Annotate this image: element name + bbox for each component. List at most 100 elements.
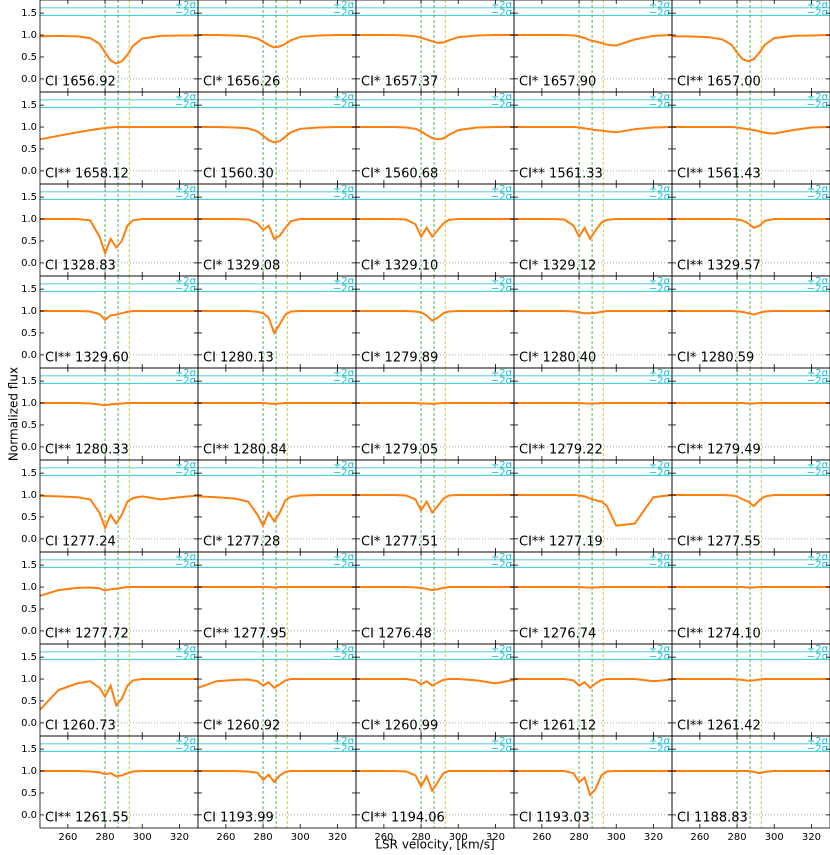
panel-label: CI** 1658.12 <box>45 167 129 182</box>
y-tick-label: 1.5 <box>21 560 37 571</box>
sigma-label: +2σ <box>333 368 355 379</box>
sigma-label: +2σ <box>807 0 829 11</box>
sigma-label: −2σ <box>175 743 197 754</box>
model-line <box>356 678 515 687</box>
model-line <box>672 126 830 135</box>
model-line <box>198 218 356 241</box>
model-line <box>40 310 198 322</box>
sigma-label: −2σ <box>649 283 671 294</box>
sigma-label: +2σ <box>491 736 513 747</box>
x-tick-label: 320 <box>644 832 663 843</box>
sigma-label: +2σ <box>175 644 197 655</box>
sigma-label: +2σ <box>175 736 197 747</box>
sigma-label: +2σ <box>175 460 197 471</box>
sigma-label: −2σ <box>175 7 197 18</box>
model-line <box>672 770 830 775</box>
panel-label: CI** 1274.10 <box>677 627 761 642</box>
panel-label: CI** 1261.42 <box>677 719 761 734</box>
sigma-label: +2σ <box>807 552 829 563</box>
model-line <box>356 770 514 794</box>
y-tick-label: 1.5 <box>21 376 37 387</box>
sigma-label: +2σ <box>491 0 513 11</box>
sigma-label: +2σ <box>333 644 355 655</box>
panel-label: CI 1260.73 <box>45 719 116 734</box>
panel-label: CI 1193.03 <box>519 811 590 826</box>
panel-label: CI 1328.83 <box>45 259 116 274</box>
sigma-label: −2σ <box>649 99 671 110</box>
sigma-label: +2σ <box>649 460 671 471</box>
sigma-label: −2σ <box>649 7 671 18</box>
x-tick-label: 300 <box>133 832 152 843</box>
x-tick-label: 260 <box>690 832 709 843</box>
x-tick-label: 280 <box>412 832 431 843</box>
y-tick-label: 1.5 <box>21 284 37 295</box>
panel-label: CI** 1277.55 <box>677 535 761 550</box>
panel-frame <box>671 735 830 829</box>
model-line <box>198 310 356 336</box>
x-tick-label: 260 <box>374 832 393 843</box>
panel-label: CI** 1561.43 <box>677 167 761 182</box>
model-line <box>672 218 830 229</box>
sigma-label: +2σ <box>333 92 355 103</box>
sigma-label: −2σ <box>807 651 829 662</box>
sigma-label: +2σ <box>807 92 829 103</box>
x-tick-label: 280 <box>254 832 273 843</box>
y-tick-label: 1.0 <box>21 214 37 225</box>
model-line <box>39 678 198 711</box>
panel-label: CI* 1279.05 <box>361 443 438 458</box>
y-tick-label: 1.5 <box>21 468 37 479</box>
sigma-label: −2σ <box>175 559 197 570</box>
sigma-label: +2σ <box>333 552 355 563</box>
sigma-label: −2σ <box>333 743 355 754</box>
sigma-label: −2σ <box>175 99 197 110</box>
model-line <box>197 678 356 690</box>
y-tick-label: 0.5 <box>21 788 37 799</box>
y-tick-label: 1.0 <box>21 766 37 777</box>
y-tick-label: 0.0 <box>21 442 37 453</box>
panel-label: CI** 1194.06 <box>361 811 445 826</box>
x-tick-label: 300 <box>291 832 310 843</box>
model-line <box>40 402 198 407</box>
sigma-label: +2σ <box>649 0 671 11</box>
y-tick-label: 1.0 <box>21 582 37 593</box>
sigma-label: +2σ <box>175 0 197 11</box>
model-line <box>40 770 198 778</box>
sigma-label: +2σ <box>491 460 513 471</box>
panel-label: CI* 1329.08 <box>203 259 280 274</box>
sigma-label: −2σ <box>491 743 513 754</box>
sigma-label: −2σ <box>807 191 829 202</box>
sigma-label: −2σ <box>807 99 829 110</box>
sigma-label: −2σ <box>491 191 513 202</box>
model-line <box>356 34 514 44</box>
model-line <box>514 494 673 527</box>
panel-label: CI** 1561.33 <box>519 167 603 182</box>
sigma-label: +2σ <box>175 552 197 563</box>
model-line <box>356 494 514 515</box>
model-line <box>198 770 356 784</box>
sigma-label: +2σ <box>649 92 671 103</box>
panel-label: CI* 1260.92 <box>203 719 280 734</box>
model-line <box>198 586 356 589</box>
panel-label: CI* 1656.26 <box>203 75 280 90</box>
sigma-label: +2σ <box>491 368 513 379</box>
sigma-label: −2σ <box>333 191 355 202</box>
sigma-label: −2σ <box>807 283 829 294</box>
sigma-label: +2σ <box>491 552 513 563</box>
model-line <box>672 678 830 682</box>
y-tick-label: 1.5 <box>21 100 37 111</box>
panel-label: CI* 1280.40 <box>519 351 596 366</box>
panel-label: CI** 1280.33 <box>45 443 129 458</box>
panel-label: CI* 1276.74 <box>519 627 596 642</box>
sigma-label: +2σ <box>491 92 513 103</box>
panel-label: CI* 1560.68 <box>361 167 438 182</box>
sigma-label: −2σ <box>491 375 513 386</box>
x-tick-label: 280 <box>96 832 115 843</box>
model-line <box>672 586 830 589</box>
panel-label: CI* 1657.37 <box>361 75 438 90</box>
panel-label: CI* 1329.10 <box>361 259 438 274</box>
panel-label: CI** 1261.55 <box>45 811 129 826</box>
sigma-label: +2σ <box>807 644 829 655</box>
sigma-label: −2σ <box>649 743 671 754</box>
y-tick-label: 0.5 <box>21 328 37 339</box>
sigma-label: +2σ <box>807 368 829 379</box>
